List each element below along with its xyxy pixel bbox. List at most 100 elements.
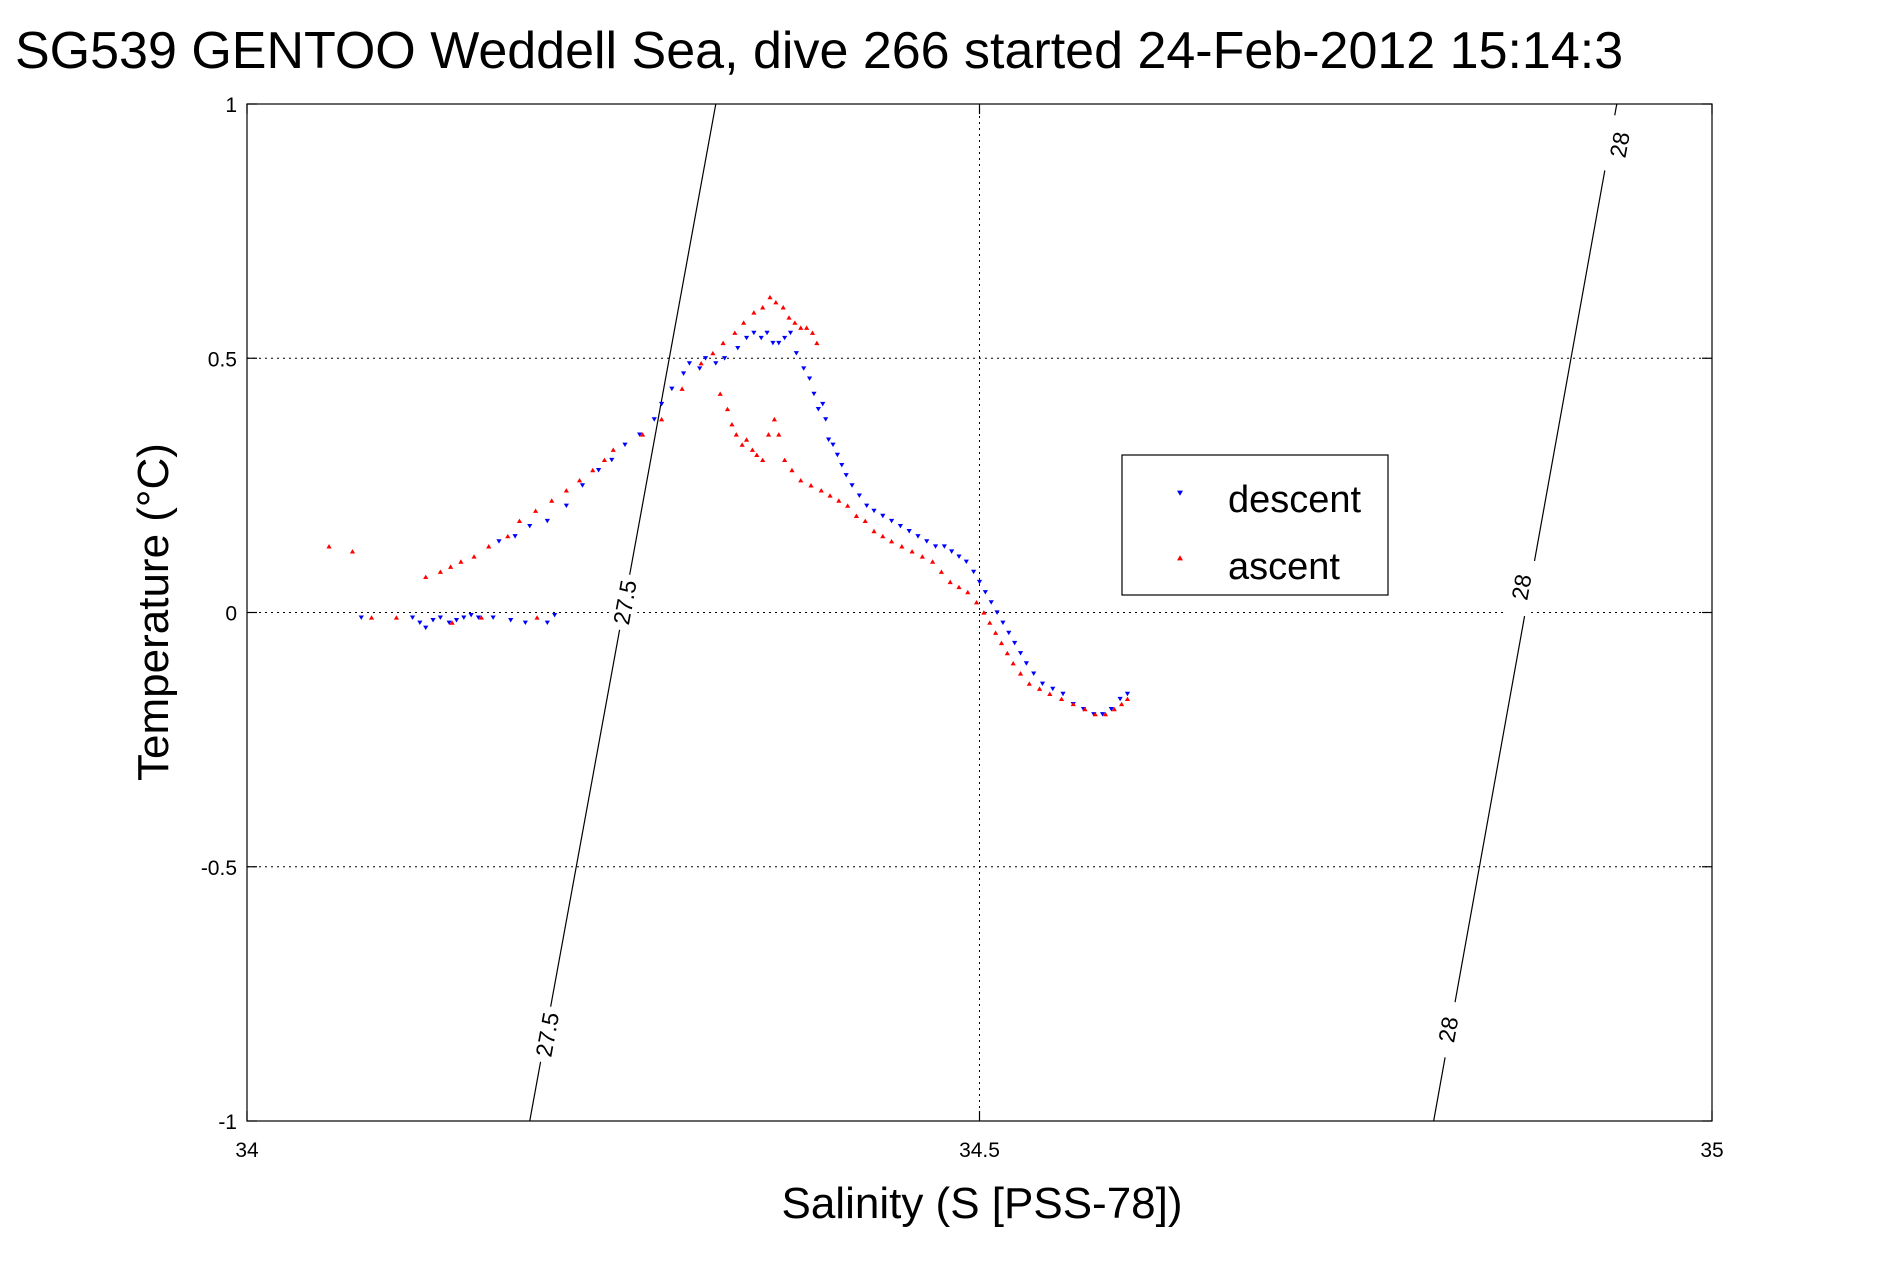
- ascent-point: [533, 508, 539, 513]
- descent-point: [820, 401, 826, 407]
- ascent-point: [658, 416, 665, 422]
- ascent-point: [486, 544, 492, 549]
- ascent-point: [505, 533, 511, 539]
- descent-point: [1000, 620, 1006, 626]
- ascent-point: [981, 610, 987, 615]
- ascent-point: [458, 559, 464, 564]
- ascent-point: [1026, 681, 1032, 686]
- descent-point: [963, 559, 969, 564]
- descent-point: [988, 600, 994, 605]
- descent-point: [994, 610, 1000, 615]
- ascent-point: [1047, 691, 1053, 696]
- descent-point: [811, 391, 817, 397]
- y-tick-label: 0.5: [208, 348, 237, 371]
- ascent-point: [919, 554, 925, 559]
- descent-point: [430, 618, 436, 623]
- descent-point: [1099, 712, 1106, 717]
- descent-point: [702, 356, 709, 361]
- descent-point: [1117, 696, 1123, 702]
- x-tick-label: 34.5: [959, 1139, 1000, 1162]
- descent-point: [924, 539, 930, 544]
- ascent-point: [720, 340, 726, 346]
- descent-point: [461, 615, 467, 620]
- ascent-point: [739, 442, 745, 447]
- descent-point: [871, 508, 877, 514]
- ascent-point: [814, 340, 820, 346]
- descent-point: [475, 615, 482, 620]
- ascent-point: [947, 579, 953, 585]
- ascent-point: [792, 320, 798, 325]
- contour-label: 28: [1506, 572, 1536, 602]
- ascent-point: [729, 422, 735, 427]
- descent-point: [787, 330, 794, 336]
- legend-label-descent: descent: [1228, 479, 1362, 521]
- descent-point: [1060, 691, 1066, 697]
- descent-point: [849, 483, 855, 488]
- series-descent: [358, 330, 1131, 717]
- x-axis-label: Salinity (S [PSS-78]): [781, 1179, 1182, 1228]
- descent-point: [826, 437, 832, 442]
- ascent-point: [516, 518, 523, 524]
- descent-point: [915, 534, 921, 539]
- descent-point: [1023, 661, 1029, 666]
- descent-point: [697, 366, 703, 371]
- contour-label-bg: [528, 1004, 567, 1065]
- ascent-point: [393, 615, 400, 620]
- x-tick-label: 34: [235, 1139, 259, 1162]
- ascent-point: [732, 330, 738, 335]
- descent-point: [453, 618, 460, 623]
- ascent-point: [1119, 701, 1125, 707]
- ascent-point: [956, 584, 962, 590]
- ascent-point: [845, 503, 851, 508]
- ascent-point: [679, 386, 685, 391]
- legend-box: [1121, 454, 1389, 596]
- descent-point: [834, 452, 840, 458]
- ascent-point: [576, 477, 583, 483]
- ascent-point: [423, 574, 429, 579]
- ascent-point: [1058, 696, 1065, 702]
- descent-point: [823, 417, 829, 422]
- descent-point: [358, 615, 364, 620]
- descent-point: [609, 457, 615, 463]
- ascent-point: [449, 620, 455, 625]
- ascent-point: [818, 488, 824, 493]
- descent-point: [446, 620, 452, 626]
- ascent-point: [478, 615, 484, 620]
- descent-point: [1031, 671, 1037, 676]
- descent-point: [1017, 651, 1024, 656]
- descent-point: [544, 518, 550, 524]
- descent-point: [941, 544, 947, 549]
- descent-point: [1124, 691, 1131, 697]
- x-tick-label: 35: [1700, 1139, 1723, 1162]
- ascent-point: [448, 564, 454, 569]
- descent-point: [651, 417, 657, 422]
- ascent-point: [767, 294, 773, 300]
- contour-label: 27.5: [531, 1010, 565, 1059]
- ascent-point: [1004, 650, 1010, 656]
- descent-point: [658, 401, 665, 407]
- ascent-point: [751, 310, 757, 315]
- descent-point: [770, 340, 776, 346]
- ascent-point: [349, 549, 356, 554]
- ascent-point: [1102, 711, 1109, 717]
- ascent-point: [534, 615, 540, 620]
- descent-point: [956, 554, 962, 559]
- ascent-point: [909, 549, 915, 554]
- descent-point: [932, 544, 939, 549]
- chart-title: SG539 GENTOO Weddell Sea, dive 266 start…: [15, 22, 1623, 80]
- descent-point: [527, 523, 533, 529]
- descent-point: [743, 335, 750, 341]
- contour-label-bg: [1502, 557, 1541, 618]
- ascent-point: [326, 544, 332, 549]
- descent-point: [468, 612, 474, 618]
- descent-point: [793, 351, 799, 356]
- descent-point: [976, 579, 983, 585]
- ascent-point: [1082, 706, 1088, 712]
- ascent-point: [760, 457, 766, 463]
- descent-point: [949, 549, 955, 554]
- descent-point: [758, 335, 764, 341]
- y-axis-label: Temperature (°C): [129, 443, 178, 781]
- ascent-point: [1092, 711, 1098, 717]
- descent-point: [839, 462, 845, 468]
